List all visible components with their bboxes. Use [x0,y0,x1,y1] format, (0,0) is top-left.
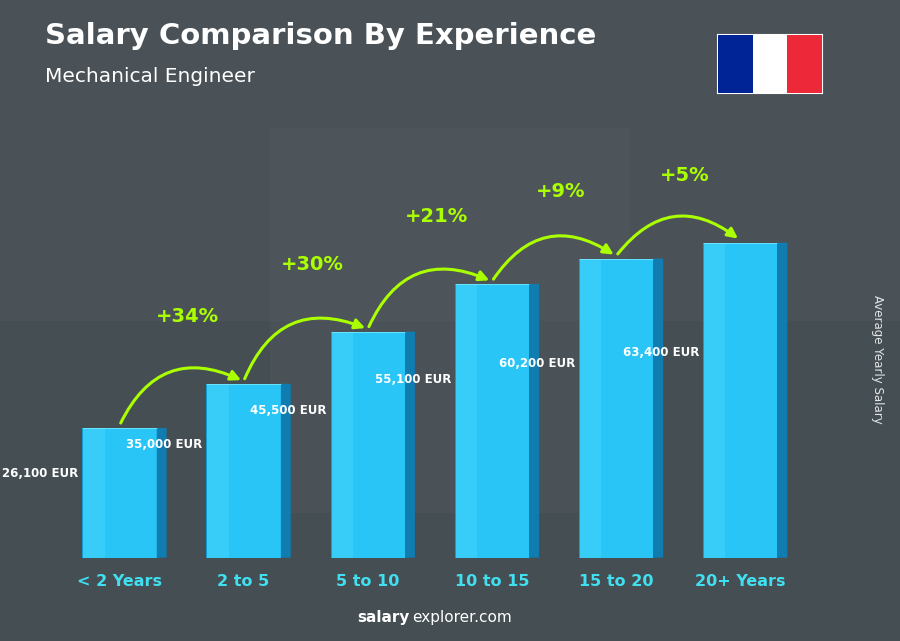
Text: 35,000 EUR: 35,000 EUR [126,438,202,451]
Bar [270,128,630,513]
Polygon shape [653,258,663,558]
Text: salary: salary [357,610,410,625]
Bar [718,35,752,93]
Text: 63,400 EUR: 63,400 EUR [623,346,699,360]
Bar [703,243,778,558]
Text: 26,100 EUR: 26,100 EUR [3,467,78,480]
Text: +5%: +5% [660,166,709,185]
Polygon shape [529,284,539,558]
Text: +9%: +9% [536,182,585,201]
Bar [0,0,900,320]
Bar [579,258,601,558]
Text: Mechanical Engineer: Mechanical Engineer [45,67,255,87]
Bar [703,243,725,558]
Bar [752,35,788,93]
Bar [579,258,653,558]
Text: +30%: +30% [281,255,343,274]
Text: +21%: +21% [404,207,468,226]
Text: +34%: +34% [157,307,220,326]
Bar [206,384,281,558]
Bar [454,284,477,558]
Text: Average Yearly Salary: Average Yearly Salary [871,295,884,423]
Bar [788,35,822,93]
Polygon shape [405,331,415,558]
Bar [206,384,229,558]
Text: 60,200 EUR: 60,200 EUR [499,357,575,370]
Text: Salary Comparison By Experience: Salary Comparison By Experience [45,22,596,51]
Polygon shape [778,243,788,558]
Bar [330,331,405,558]
Polygon shape [281,384,291,558]
Text: explorer.com: explorer.com [412,610,512,625]
Bar [82,428,157,558]
Bar [82,428,104,558]
Bar [454,284,529,558]
Polygon shape [157,428,166,558]
Text: 55,100 EUR: 55,100 EUR [374,373,451,387]
Bar [330,331,353,558]
Text: 45,500 EUR: 45,500 EUR [250,404,327,417]
